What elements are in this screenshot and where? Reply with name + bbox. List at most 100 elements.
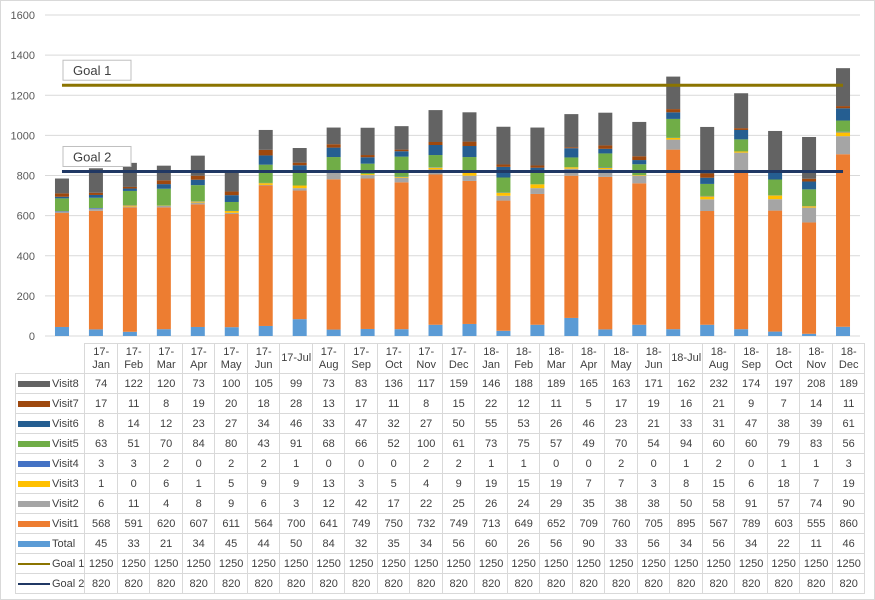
- data-cell: 820: [344, 573, 378, 594]
- data-cell: 42: [344, 493, 378, 514]
- bar-visit8: [122, 162, 137, 187]
- data-cell: 12: [149, 413, 183, 434]
- data-cell: 13: [311, 473, 346, 494]
- legend-key-icon: [18, 420, 50, 427]
- bar-visit6: [734, 129, 749, 140]
- bar-visit3: [666, 137, 681, 140]
- data-cell: 31: [701, 413, 736, 434]
- data-cell: 820: [669, 573, 703, 594]
- bar-visit2: [54, 211, 69, 214]
- bar-visit2: [122, 206, 137, 208]
- bar-visit5: [88, 197, 103, 209]
- goal-label-box: [62, 59, 132, 81]
- bar-visit7: [802, 178, 817, 182]
- data-cell: 7: [571, 473, 606, 494]
- data-cell: 120: [149, 373, 183, 394]
- category-header: 18-Sep: [734, 343, 768, 374]
- bar-total: [88, 329, 103, 336]
- bar-total: [292, 319, 307, 336]
- data-cell: 1250: [344, 553, 378, 574]
- bar-total: [496, 330, 511, 336]
- bar-visit8: [258, 129, 273, 150]
- bar-visit7: [734, 128, 749, 130]
- data-cell: 1250: [474, 553, 508, 574]
- bar-total: [190, 326, 205, 336]
- data-cell: 0: [181, 453, 216, 474]
- data-cell: 820: [474, 573, 508, 594]
- bar-visit2: [88, 208, 103, 211]
- y-tick-label: 1200: [11, 90, 35, 102]
- data-cell: 33: [116, 533, 151, 554]
- bar-visit3: [224, 211, 239, 213]
- legend-key-icon: [18, 460, 50, 467]
- data-cell: 713: [474, 513, 508, 534]
- bar-visit2: [700, 199, 715, 212]
- data-cell: 568: [84, 513, 118, 534]
- bar-visit1: [360, 178, 375, 329]
- bar-visit8: [394, 126, 409, 150]
- bar-total: [836, 326, 851, 336]
- data-cell: 1250: [279, 553, 313, 574]
- bar-visit6: [88, 194, 103, 198]
- bar-visit3: [428, 167, 443, 170]
- bar-visit8: [88, 168, 103, 193]
- bar-visit5: [666, 118, 681, 138]
- data-cell: 33: [669, 413, 703, 434]
- bar-visit7: [836, 106, 851, 109]
- category-header: 18-Mar: [539, 343, 573, 374]
- data-cell: 14: [116, 413, 151, 434]
- data-cell: 0: [376, 453, 411, 474]
- bar-visit1: [54, 213, 69, 327]
- bar-visit7: [292, 162, 307, 166]
- bar-visit8: [54, 178, 69, 194]
- data-cell: 1250: [799, 553, 833, 574]
- bar-visit3: [292, 185, 307, 189]
- data-cell: 20: [214, 393, 248, 414]
- data-cell: 0: [734, 453, 768, 474]
- data-cell: 700: [279, 513, 313, 534]
- bar-visit1: [394, 182, 409, 330]
- data-cell: 820: [766, 573, 801, 594]
- data-cell: 1250: [311, 553, 346, 574]
- bar-visit1: [190, 204, 205, 327]
- data-cell: 2: [214, 453, 248, 474]
- data-table: 17-Jan 17-Feb 17-Mar 17-Apr 17-May 17-Jun 17-J…: [14, 343, 866, 594]
- bar-visit4: [88, 208, 103, 209]
- data-cell: 22: [409, 493, 443, 514]
- category-header: 17-Jan: [84, 343, 118, 374]
- bar-visit1: [258, 185, 273, 326]
- legend-key-icon: [18, 440, 50, 447]
- data-cell: 1: [181, 473, 216, 494]
- bar-visit7: [530, 165, 545, 168]
- data-cell: 567: [701, 513, 736, 534]
- data-cell: 820: [539, 573, 573, 594]
- data-cell: 60: [701, 433, 736, 454]
- y-tick-label: 600: [17, 211, 35, 223]
- bar-total: [598, 329, 613, 336]
- data-cell: 820: [571, 573, 606, 594]
- data-cell: 750: [376, 513, 411, 534]
- data-cell: 43: [246, 433, 281, 454]
- series-legend: Visit3: [14, 473, 86, 494]
- data-cell: 6: [246, 493, 281, 514]
- category-header: 17-Oct: [376, 343, 411, 374]
- bar-visit8: [224, 170, 239, 192]
- data-cell: 1250: [701, 553, 736, 574]
- data-cell: 44: [246, 533, 281, 554]
- y-tick-label: 200: [17, 291, 35, 303]
- data-cell: 860: [831, 513, 866, 534]
- bar-visit6: [564, 148, 579, 158]
- bar-visit6: [190, 179, 205, 186]
- data-cell: 1: [474, 453, 508, 474]
- data-cell: 90: [571, 533, 606, 554]
- data-cell: 22: [766, 533, 801, 554]
- data-cell: 1: [506, 453, 541, 474]
- data-cell: 11: [539, 393, 573, 414]
- bar-visit6: [666, 112, 681, 119]
- bar-visit2: [360, 175, 375, 179]
- bar-visit6: [428, 145, 443, 156]
- data-cell: 34: [181, 533, 216, 554]
- bar-visit1: [428, 174, 443, 325]
- bar-visit1: [496, 200, 511, 331]
- table-row: Visit4 3 3 2 0 2 2 1 0 0 0 2 2 1 1 0 0 2 0 1 2 0 1 1 3: [14, 453, 866, 474]
